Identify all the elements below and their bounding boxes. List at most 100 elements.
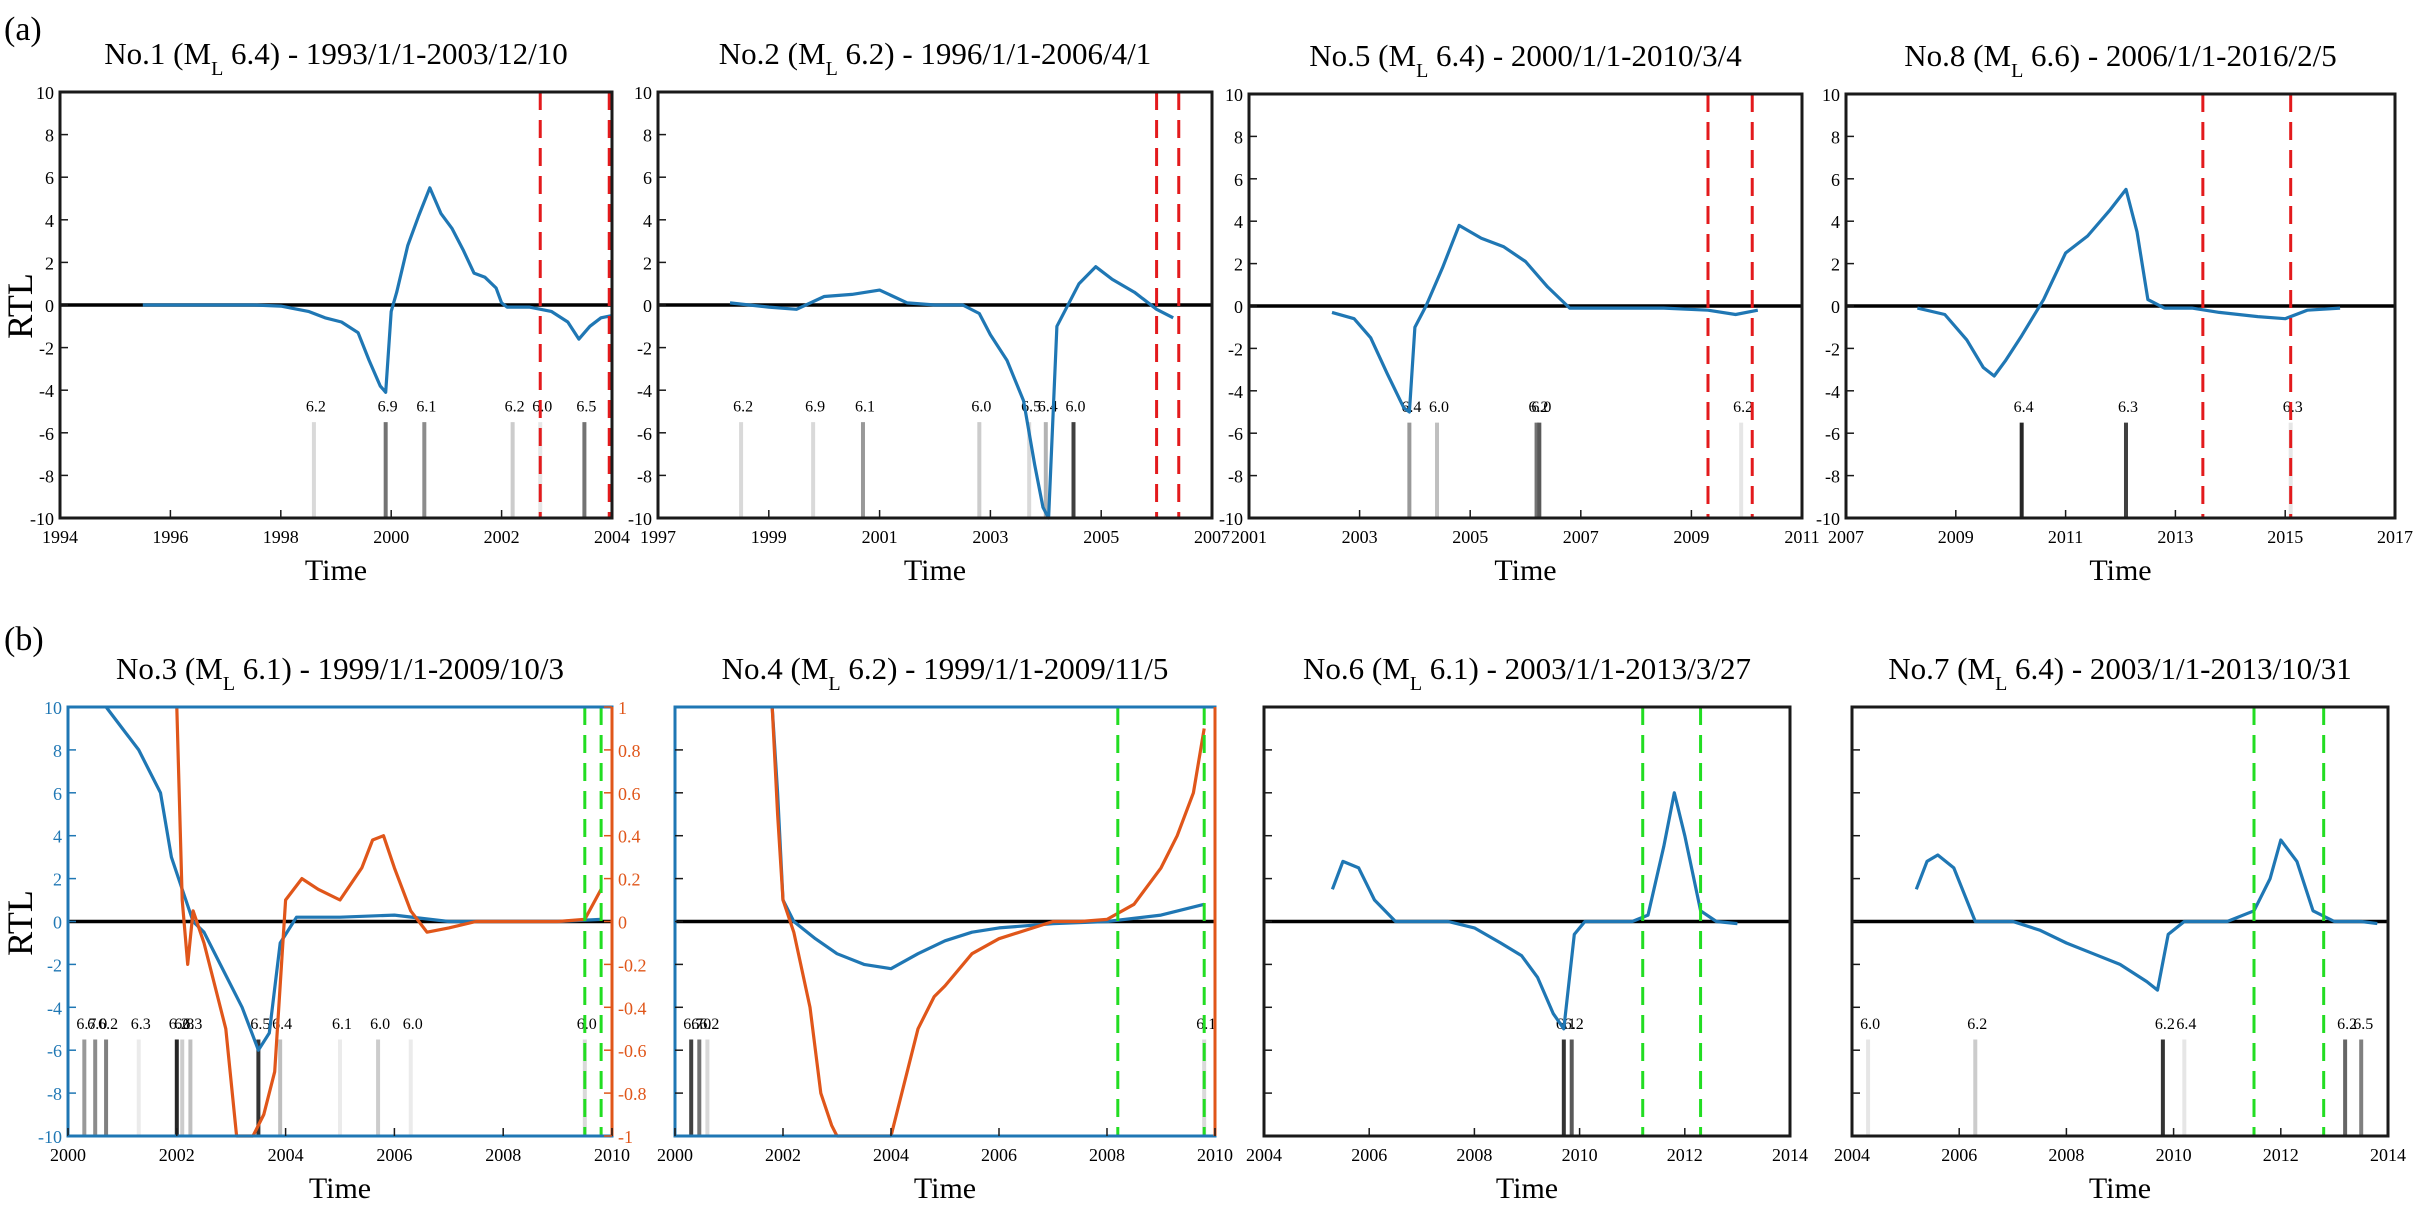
y-axis-label-top: RTL xyxy=(0,273,40,339)
x-tick-label: 2008 xyxy=(1456,1145,1492,1165)
x-tick-label: 2004 xyxy=(268,1145,304,1165)
event-label: 6.2 xyxy=(699,1016,719,1033)
y-tick-label: 8 xyxy=(45,126,54,146)
event-label: 6.9 xyxy=(378,399,398,416)
event-label: 6.2 xyxy=(1529,399,1549,416)
x-tick-label: 2015 xyxy=(2267,527,2303,547)
y2-tick-label: -0.6 xyxy=(618,1041,647,1061)
y-tick-label: 6 xyxy=(1234,170,1243,190)
x-tick-label: 1994 xyxy=(42,527,78,547)
y-tick-label: -10 xyxy=(38,1127,62,1147)
x-tick-label: 2012 xyxy=(1667,1145,1703,1165)
chart-8: No.7 (ML 6.4) - 2003/1/1-2013/10/31 6.0 6.… xyxy=(1834,651,2406,1205)
event-label: 6.5 xyxy=(250,1016,270,1033)
y-tick-label: -8 xyxy=(637,466,652,486)
y-tick-label: 4 xyxy=(45,211,54,231)
y2-tick-label: 0.4 xyxy=(618,827,641,847)
y-tick-label: -2 xyxy=(47,955,62,975)
y-tick-label: 10 xyxy=(36,83,54,103)
event-label: 6.4 xyxy=(2176,1016,2196,1033)
chart-title: No.6 (ML 6.1) - 2003/1/1-2013/3/27 xyxy=(1303,651,1751,695)
x-tick-label: 2011 xyxy=(2048,527,2083,547)
y-tick-label: -8 xyxy=(1825,467,1840,487)
y-tick-label: -6 xyxy=(1228,424,1243,444)
event-label: 6.2 xyxy=(2155,1016,2175,1033)
y-tick-label: -4 xyxy=(39,381,54,401)
y-axis-label-bottom: RTL xyxy=(0,890,40,956)
event-label: 6.3 xyxy=(182,1016,202,1033)
event-label: 6.3 xyxy=(131,1016,151,1033)
event-label: 6.0 xyxy=(577,1016,597,1033)
x-axis-label: Time xyxy=(904,554,966,587)
chart-title: No.7 (ML 6.4) - 2003/1/1-2013/10/31 xyxy=(1888,651,2351,695)
y-tick-label: -10 xyxy=(30,509,54,529)
x-tick-label: 1996 xyxy=(152,527,188,547)
x-tick-label: 2013 xyxy=(2157,527,2193,547)
x-tick-label: 2006 xyxy=(981,1145,1017,1165)
y2-tick-label: 0.8 xyxy=(618,741,641,761)
chart-5: No.3 (ML 6.1) - 1999/1/1-2009/10/3 6.7 6.0… xyxy=(38,651,647,1205)
y-tick-label: 6 xyxy=(643,168,652,188)
y-tick-label: -10 xyxy=(1219,509,1243,529)
x-axis-label: Time xyxy=(309,1172,371,1205)
event-label: 6.0 xyxy=(1429,399,1449,416)
x-tick-label: 1998 xyxy=(263,527,299,547)
event-label: 6.8 xyxy=(174,1016,194,1033)
y-tick-label: 4 xyxy=(1831,212,1840,232)
x-tick-label: 2014 xyxy=(1772,1145,1808,1165)
event-label: 6.4 xyxy=(272,1016,292,1033)
x-tick-label: 1997 xyxy=(640,527,676,547)
x-tick-label: 2005 xyxy=(1452,527,1488,547)
chart-title: No.4 (ML 6.2) - 1999/1/1-2009/11/5 xyxy=(722,651,1169,695)
x-tick-label: 2010 xyxy=(2156,1145,2192,1165)
x-tick-label: 2004 xyxy=(1834,1145,1870,1165)
y-tick-label: -10 xyxy=(628,509,652,529)
y-tick-label: -4 xyxy=(47,998,62,1018)
y2-tick-label: 1 xyxy=(618,698,627,718)
y-tick-label: -2 xyxy=(39,339,54,359)
y-tick-label: 2 xyxy=(643,253,652,273)
event-label: 6.2 xyxy=(2337,1016,2357,1033)
event-label: 6.2 xyxy=(733,399,753,416)
chart-title: No.3 (ML 6.1) - 1999/1/1-2009/10/3 xyxy=(116,651,564,695)
x-tick-label: 2000 xyxy=(50,1145,86,1165)
x-tick-label: 2017 xyxy=(2377,527,2413,547)
event-label: 6.7 xyxy=(683,1016,703,1033)
x-tick-label: 2001 xyxy=(862,527,898,547)
x-tick-label: 2004 xyxy=(594,527,630,547)
chart-title: No.2 (ML 6.2) - 1996/1/1-2006/4/1 xyxy=(719,36,1151,80)
event-label: 6.3 xyxy=(2118,399,2138,416)
y-tick-label: 0 xyxy=(1831,297,1840,317)
panel-label-a: (a) xyxy=(4,11,42,48)
chart-1: No.1 (ML 6.4) - 1993/1/1-2003/12/10 6.2 6.… xyxy=(30,36,630,587)
y-tick-label: 2 xyxy=(1831,255,1840,275)
event-label: 6.2 xyxy=(1967,1016,1987,1033)
x-tick-label: 2012 xyxy=(2263,1145,2299,1165)
chart-title: No.8 (ML 6.6) - 2006/1/1-2016/2/5 xyxy=(1904,38,2336,82)
x-axis-label: Time xyxy=(914,1172,976,1205)
event-label: 6.9 xyxy=(805,399,825,416)
event-label: 6.2 xyxy=(306,399,326,416)
event-label: 6.0 xyxy=(403,1016,423,1033)
x-tick-label: 2007 xyxy=(1563,527,1599,547)
x-tick-label: 2004 xyxy=(1246,1145,1282,1165)
rtl-series-line xyxy=(104,706,602,1052)
y-tick-label: 8 xyxy=(643,126,652,146)
event-label: 6.7 xyxy=(76,1016,96,1033)
event-label: 6.0 xyxy=(370,1016,390,1033)
y-tick-label: 4 xyxy=(1234,212,1243,232)
y-tick-label: -8 xyxy=(1228,467,1243,487)
chart-6: No.4 (ML 6.2) - 1999/1/1-2009/11/5 6.76.0… xyxy=(657,651,1233,1205)
x-tick-label: 2006 xyxy=(1941,1145,1977,1165)
y-tick-label: 8 xyxy=(1831,127,1840,147)
x-axis-label: Time xyxy=(305,554,367,587)
x-tick-label: 2002 xyxy=(484,527,520,547)
event-label: 6.0 xyxy=(532,399,552,416)
chart-4: No.8 (ML 6.6) - 2006/1/1-2016/2/5 6.4 6.3 6… xyxy=(1816,38,2413,587)
y2-tick-label: 0.2 xyxy=(618,870,641,890)
x-tick-label: 2008 xyxy=(1089,1145,1125,1165)
y-tick-label: 10 xyxy=(1225,85,1243,105)
x-tick-label: 2010 xyxy=(1197,1145,1233,1165)
rtl-series-line xyxy=(1914,838,2378,992)
